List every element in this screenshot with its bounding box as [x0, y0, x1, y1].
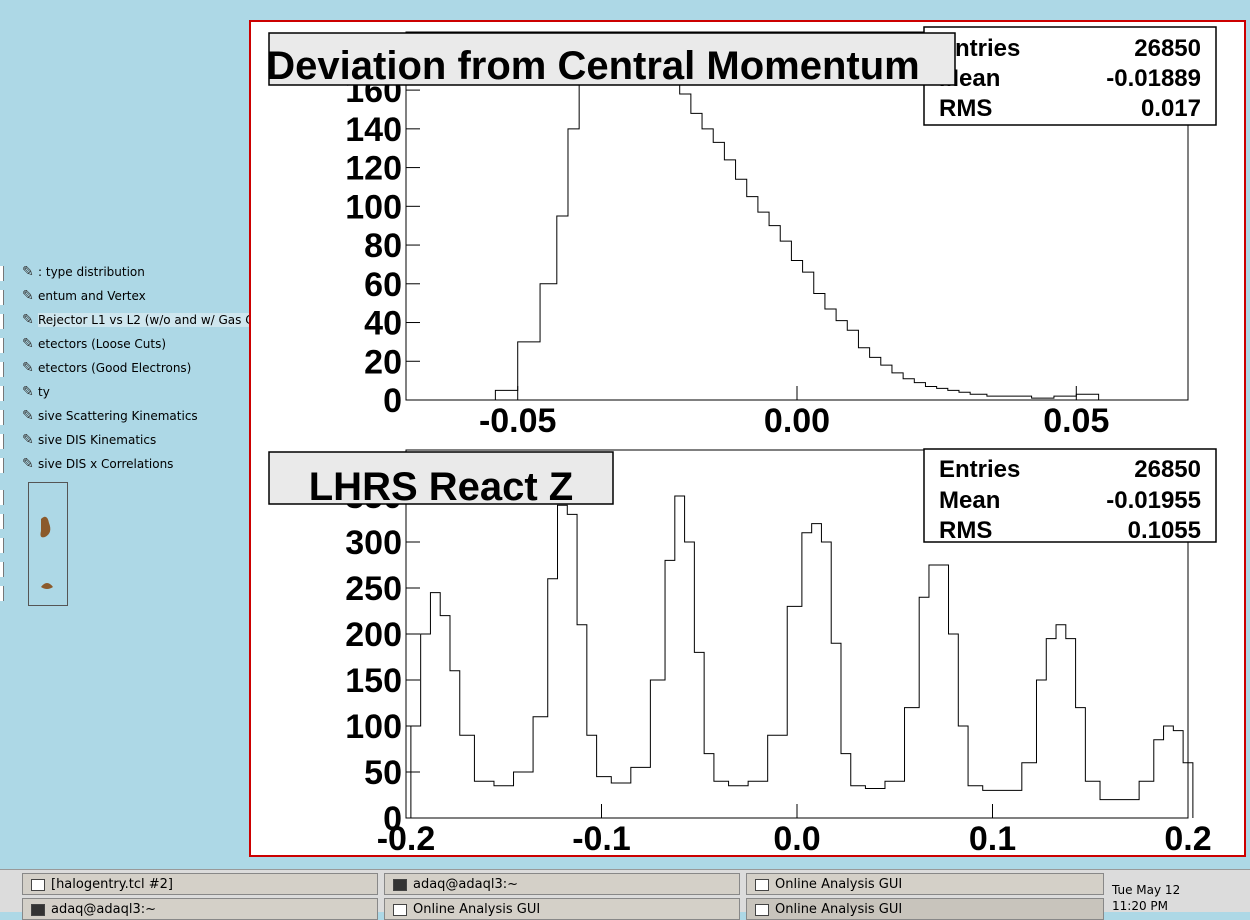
window-icon [755, 879, 769, 891]
terminal-icon [393, 879, 407, 891]
pencil-icon: ✎ [22, 336, 34, 352]
pencil-icon: ✎ [22, 312, 34, 328]
root-canvas-window[interactable]: 020406080100120140160180 -0.050.000.05 E… [249, 20, 1246, 858]
clock[interactable]: Tue May 12 11:20 PM [1112, 882, 1180, 914]
window-icon [755, 904, 769, 916]
histogram-pad-momentum[interactable]: 020406080100120140160180 -0.050.000.05 E… [266, 26, 1217, 440]
bg-list-item[interactable]: ✎ ty [0, 382, 290, 402]
y-tick-label: 40 [364, 305, 402, 343]
bg-list-tick [0, 586, 4, 601]
x-tick-label: 0.0 [773, 820, 820, 855]
y-tick-label: 300 [345, 524, 402, 562]
x-tick-label: 0.1 [969, 820, 1016, 855]
window-icon [393, 904, 407, 916]
x-tick-label: -0.05 [479, 402, 557, 440]
bg-list-item[interactable]: ✎: type distribution [0, 262, 290, 282]
stats-rms-label: RMS [939, 517, 992, 544]
pencil-icon: ✎ [22, 384, 34, 400]
y-axis-ticks: 050100150200250300350 [345, 478, 420, 838]
stats-rms-label: RMS [939, 95, 992, 122]
window-icon [31, 879, 45, 891]
x-tick-label: 0.00 [764, 402, 830, 440]
stats-box: Entries 26850 Mean -0.01889 RMS 0.017 [923, 26, 1217, 126]
taskbar-button-terminal[interactable]: adaq@adaql3:~ [384, 873, 740, 895]
pencil-icon: ✎ [22, 264, 34, 280]
y-tick-label: 100 [345, 188, 402, 226]
taskbar-button-terminal[interactable]: adaq@adaql3:~ [22, 898, 378, 920]
title-box: Deviation from Central Momentum [266, 32, 956, 88]
y-tick-label: 200 [345, 616, 402, 654]
bg-list-item[interactable]: ✎ sive DIS x Correlations [0, 454, 290, 474]
bg-list-tick [0, 514, 4, 529]
bg-list-tick [0, 562, 4, 577]
stats-entries-value: 26850 [1134, 456, 1201, 483]
stats-entries-label: Entries [939, 456, 1020, 483]
bg-list-tick [0, 538, 4, 553]
stats-entries-value: 26850 [1134, 35, 1201, 62]
bg-list-item[interactable]: ✎ entum and Vertex [0, 286, 290, 306]
stats-mean-label: Mean [939, 487, 1000, 514]
stats-box: Entries 26850 Mean -0.01955 RMS 0.1055 [923, 448, 1217, 544]
pencil-icon: ✎ [22, 360, 34, 376]
taskbar: [halogentry.tcl #2] adaq@adaql3:~ Online… [0, 869, 1250, 920]
y-tick-label: 20 [364, 343, 402, 381]
title-box: LHRS React Z [268, 451, 614, 509]
y-tick-label: 140 [345, 111, 402, 149]
y-tick-label: 120 [345, 150, 402, 188]
y-tick-label: 0 [383, 800, 402, 838]
bg-list-item[interactable]: ✎ etectors (Loose Cuts) [0, 334, 290, 354]
plot-title: LHRS React Z [309, 465, 574, 509]
histogram-pad-react-z[interactable]: 050100150200250300350 -0.2-0.10.00.10.2 … [268, 448, 1217, 858]
x-axis-ticks: -0.2 -0.1 0.0 0.1 0.2 [377, 804, 1212, 858]
bg-list-tick [0, 490, 4, 505]
x-tick-label: 0.05 [1043, 402, 1109, 440]
thumbnail-image [40, 516, 53, 589]
pencil-icon: ✎ [22, 456, 34, 472]
bg-list-item-selected[interactable]: ✎ Rejector L1 vs L2 (w/o and w/ Gas Ceren… [0, 310, 300, 330]
y-tick-label: 250 [345, 570, 402, 608]
terminal-icon [31, 904, 45, 916]
taskbar-button-halogentry[interactable]: [halogentry.tcl #2] [22, 873, 378, 895]
y-tick-label: 60 [364, 266, 402, 304]
taskbar-button-online-gui-active[interactable]: Online Analysis GUI [746, 898, 1104, 920]
clock-date: Tue May 12 [1112, 883, 1181, 897]
x-tick-label: -0.2 [377, 820, 436, 855]
x-axis-ticks: -0.05 0.00 0.05 [479, 386, 1109, 440]
stats-mean-value: -0.01889 [1106, 65, 1201, 92]
plot-title: Deviation from Central Momentum [266, 44, 919, 88]
stats-rms-value: 0.1055 [1128, 517, 1201, 544]
stats-rms-value: 0.017 [1141, 95, 1201, 122]
histogram-canvas[interactable]: 020406080100120140160180 -0.050.000.05 E… [251, 22, 1244, 858]
y-tick-label: 0 [383, 382, 402, 420]
x-tick-label: -0.1 [572, 820, 631, 855]
y-tick-label: 150 [345, 662, 402, 700]
clock-time: 11:20 PM [1112, 899, 1168, 913]
taskbar-button-online-gui[interactable]: Online Analysis GUI [384, 898, 740, 920]
histogram-line [410, 495, 1194, 818]
bg-list-item[interactable]: ✎ sive DIS Kinematics [0, 430, 290, 450]
pencil-icon: ✎ [22, 288, 34, 304]
bg-list-item[interactable]: ✎ sive Scattering Kinematics [0, 406, 290, 426]
bg-list-item[interactable]: ✎ etectors (Good Electrons) [0, 358, 290, 378]
taskbar-button-online-gui[interactable]: Online Analysis GUI [746, 873, 1104, 895]
pencil-icon: ✎ [22, 432, 34, 448]
y-tick-label: 100 [345, 708, 402, 746]
stats-mean-value: -0.01955 [1106, 487, 1201, 514]
y-tick-label: 50 [364, 754, 402, 792]
x-tick-label: 0.2 [1164, 820, 1211, 855]
histogram-line [494, 31, 1100, 400]
y-tick-label: 80 [364, 227, 402, 265]
bg-thumbnail-panel [28, 482, 68, 606]
pencil-icon: ✎ [22, 408, 34, 424]
